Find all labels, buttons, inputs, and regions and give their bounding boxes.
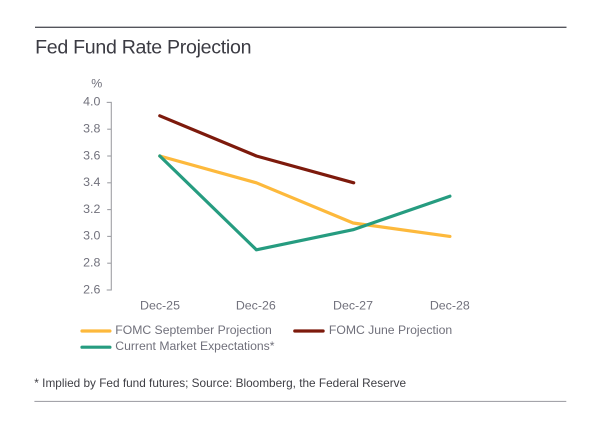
svg-text:%: % <box>91 76 102 90</box>
svg-text:* Implied by Fed fund futures;: * Implied by Fed fund futures; Source: B… <box>34 376 406 390</box>
svg-text:FOMC September Projection: FOMC September Projection <box>115 323 271 337</box>
svg-text:2.8: 2.8 <box>83 256 100 270</box>
svg-text:3.2: 3.2 <box>83 202 100 216</box>
svg-text:FOMC June Projection: FOMC June Projection <box>329 323 452 337</box>
svg-text:Dec-27: Dec-27 <box>333 299 373 313</box>
svg-text:3.4: 3.4 <box>83 175 100 189</box>
svg-text:Dec-25: Dec-25 <box>140 299 180 313</box>
svg-text:Dec-28: Dec-28 <box>430 299 470 313</box>
svg-text:Current Market Expectations*: Current Market Expectations* <box>115 339 274 353</box>
svg-text:Fed Fund Rate Projection: Fed Fund Rate Projection <box>35 37 251 59</box>
svg-text:4.0: 4.0 <box>83 95 100 109</box>
svg-text:3.8: 3.8 <box>83 122 100 136</box>
svg-text:2.6: 2.6 <box>83 282 100 296</box>
svg-text:3.0: 3.0 <box>83 229 100 243</box>
svg-text:Dec-26: Dec-26 <box>236 299 276 313</box>
svg-text:3.6: 3.6 <box>83 148 100 162</box>
